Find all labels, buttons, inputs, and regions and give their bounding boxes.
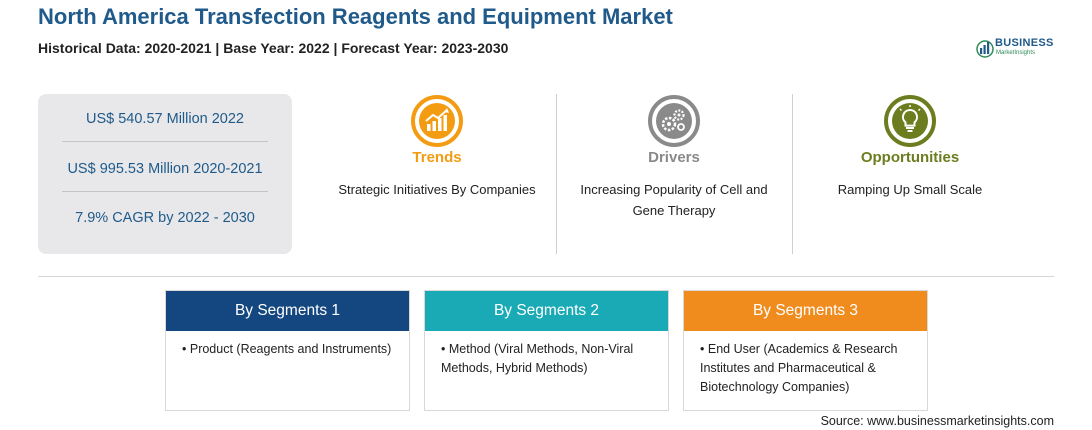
segment-2-header: By Segments 2 <box>425 291 668 331</box>
feature-title-opportunities: Opportunities <box>860 149 960 166</box>
source-credit: Source: www.businessmarketinsights.com <box>820 414 1054 428</box>
stat-market-value-2022: US$ 540.57 Million 2022 <box>86 111 244 127</box>
feature-opportunities: Opportunities Ramping Up Small Scale <box>800 94 1020 254</box>
segment-3-header: By Segments 3 <box>684 291 927 331</box>
feature-trends: Trends Strategic Initiatives By Companie… <box>322 94 552 254</box>
stat-market-value-historical: US$ 995.53 Million 2020-2021 <box>67 161 263 177</box>
section-divider <box>38 276 1054 277</box>
segment-2-body: • Method (Viral Methods, Non-Viral Metho… <box>441 342 634 375</box>
feature-title-drivers: Drivers <box>648 149 700 166</box>
segment-1-body: • Product (Reagents and Instruments) <box>182 342 392 356</box>
segment-card-1: By Segments 1 • Product (Reagents and In… <box>165 290 410 411</box>
lightbulb-icon <box>884 95 936 147</box>
logo-tagline: MarketInsights <box>996 50 1036 56</box>
market-stats-panel: US$ 540.57 Million 2022 US$ 995.53 Milli… <box>38 94 292 254</box>
stat-divider <box>62 191 268 192</box>
feature-divider <box>556 94 557 254</box>
feature-title-trends: Trends <box>412 149 462 166</box>
segment-card-3: By Segments 3 • End User (Academics & Re… <box>683 290 928 411</box>
gears-icon <box>648 95 700 147</box>
feature-text-trends: Strategic Initiatives By Companies <box>338 182 536 197</box>
stat-cagr: 7.9% CAGR by 2022 - 2030 <box>75 210 255 226</box>
segment-1-header: By Segments 1 <box>166 291 409 331</box>
logo-name: BUSINESS <box>995 37 1054 49</box>
segment-1-item: Product (Reagents and Instruments) <box>189 342 392 356</box>
stat-divider <box>62 141 268 142</box>
segment-3-item: End User (Academics & Research Institute… <box>700 342 898 394</box>
feature-drivers: Drivers Increasing Popularity of Cell an… <box>566 94 782 254</box>
company-logo[interactable]: BUSINESS MarketInsights <box>975 37 1065 61</box>
trend-chart-icon <box>411 95 463 147</box>
bar-chart-globe-logo-icon <box>976 40 994 58</box>
page-subtitle: Historical Data: 2020-2021 | Base Year: … <box>38 40 509 56</box>
feature-text-opportunities: Ramping Up Small Scale <box>837 182 983 197</box>
segment-2-item: Method (Viral Methods, Non-Viral Methods… <box>441 342 634 375</box>
feature-divider <box>792 94 793 254</box>
feature-text-drivers: Increasing Popularity of Cell and Gene T… <box>580 182 768 218</box>
segment-3-body: • End User (Academics & Research Institu… <box>700 342 898 394</box>
segment-card-2: By Segments 2 • Method (Viral Methods, N… <box>424 290 669 411</box>
page-title: North America Transfection Reagents and … <box>38 4 673 29</box>
